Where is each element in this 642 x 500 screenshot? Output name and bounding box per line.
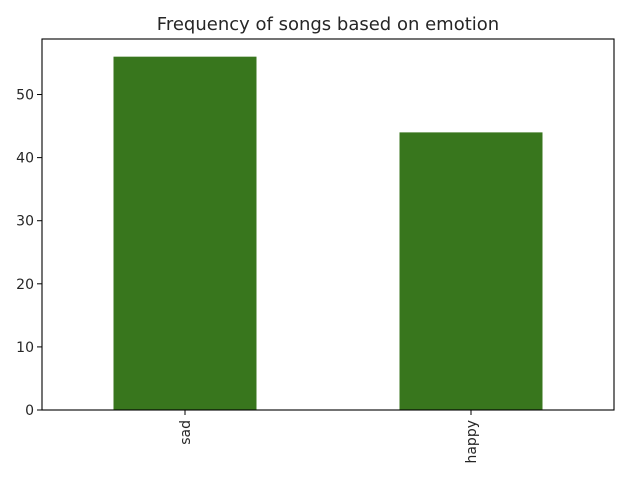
bar-group <box>113 56 543 411</box>
y-tick-label-20: 20 <box>16 277 34 293</box>
bar-sad <box>113 56 257 411</box>
x-tick-label-happy: happy <box>464 420 480 464</box>
bar-happy <box>399 132 543 410</box>
y-axis: 0 10 20 30 40 50 <box>16 88 42 419</box>
x-tick-label-sad: sad <box>178 420 194 445</box>
y-tick-label-30: 30 <box>16 214 34 230</box>
plot-frame <box>41 38 615 411</box>
chart-title: Frequency of songs based on emotion <box>157 14 499 35</box>
y-tick-label-40: 40 <box>16 151 34 167</box>
axes-group <box>41 38 615 411</box>
y-tick-label-50: 50 <box>16 88 34 104</box>
y-tick-label-0: 0 <box>25 403 34 419</box>
x-axis: sad happy <box>178 410 480 464</box>
y-tick-label-10: 10 <box>16 340 34 356</box>
